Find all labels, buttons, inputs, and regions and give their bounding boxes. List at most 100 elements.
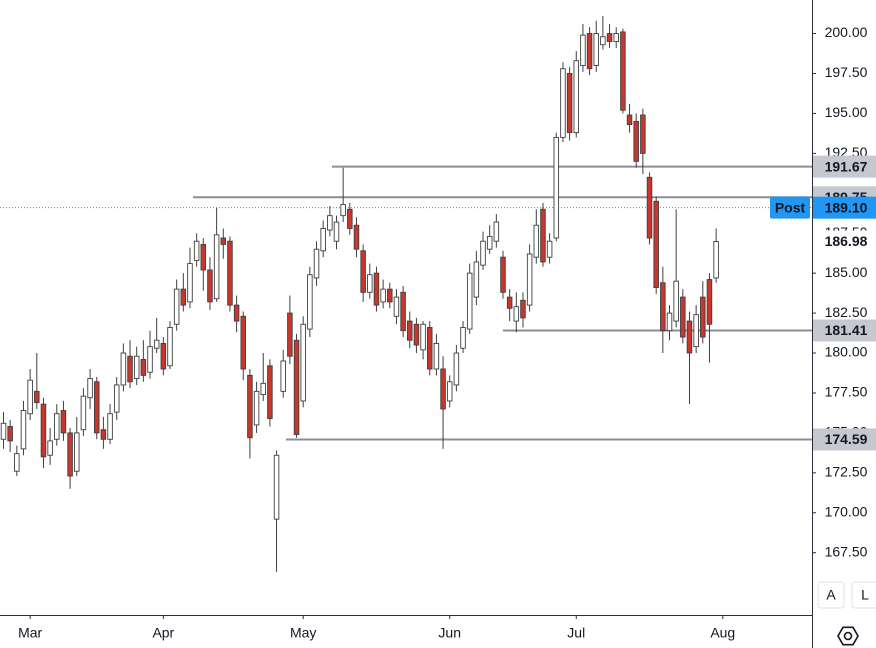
candle-body-down xyxy=(127,355,133,383)
candle-body-down xyxy=(287,312,293,357)
level-badge-label: 174.59 xyxy=(825,431,868,447)
candle-body-down xyxy=(660,282,666,332)
candle-body-up xyxy=(466,272,473,330)
candle-body-up xyxy=(193,240,200,261)
candle-body-down xyxy=(566,73,573,134)
candle-body-down xyxy=(220,237,227,245)
x-tick-label: May xyxy=(290,625,316,641)
candle-body-down xyxy=(100,429,107,440)
candle-body-down xyxy=(34,390,40,403)
candle-body-down xyxy=(413,323,420,346)
y-tick-label: 180.00 xyxy=(825,344,868,360)
last-price-badge xyxy=(813,230,876,253)
y-tick-label: 182.50 xyxy=(825,304,868,320)
candle-body-down xyxy=(140,358,147,376)
candle-body-up xyxy=(47,440,53,456)
scale-button-box xyxy=(851,581,876,609)
candle-body-up xyxy=(133,355,140,380)
candle-body-down xyxy=(360,250,366,293)
candle-body-down xyxy=(93,381,100,434)
y-tick-label: 195.00 xyxy=(825,104,868,120)
candle-body-up xyxy=(340,204,346,217)
level-badge-label: 191.67 xyxy=(825,158,868,174)
candle-body-up xyxy=(260,382,266,396)
candle-body-down xyxy=(626,114,633,126)
candle-body-down xyxy=(500,256,506,293)
candle-body-up xyxy=(553,136,560,239)
candle-body-down xyxy=(67,432,73,477)
level-badge xyxy=(813,428,876,451)
scale-button[interactable]: L xyxy=(851,581,876,609)
candle-body-up xyxy=(593,33,599,66)
candle-body-up xyxy=(460,327,466,349)
candle-body-up xyxy=(273,454,280,520)
candle-body-up xyxy=(327,215,333,231)
scale-button-label: L xyxy=(861,587,869,603)
candle-body-up xyxy=(87,378,93,399)
candle-body-up xyxy=(493,221,500,242)
candle-body-up xyxy=(27,379,33,415)
candle-body-up xyxy=(153,339,160,349)
candle-body-down xyxy=(267,365,273,419)
candle-body-up xyxy=(713,241,719,279)
post-tag-label: Post xyxy=(775,199,806,215)
candle-body-down xyxy=(700,296,706,338)
candle-body-up xyxy=(513,306,520,322)
candle-body-up xyxy=(573,60,580,134)
x-tick-label: Jul xyxy=(567,625,585,641)
candle-body-up xyxy=(253,390,260,426)
candle-body-up xyxy=(120,352,127,386)
candle-body-down xyxy=(606,33,613,42)
candle-body-up xyxy=(600,36,606,46)
y-tick-label: 185.00 xyxy=(825,264,868,280)
candle-body-down xyxy=(440,368,446,410)
candle-body-down xyxy=(247,374,253,439)
candle-body-down xyxy=(233,304,240,322)
candle-body-up xyxy=(20,410,27,450)
candle-body-down xyxy=(506,296,513,309)
last-price-label: 186.98 xyxy=(825,233,868,249)
candle-body-up xyxy=(480,240,486,266)
candle-body-down xyxy=(407,320,413,341)
candle-body-up xyxy=(313,248,320,279)
level-badge xyxy=(813,319,876,342)
y-tick-label: 170.00 xyxy=(825,503,868,519)
candle-body-up xyxy=(213,234,220,300)
x-tick-label: Jun xyxy=(438,625,461,641)
candle-body-down xyxy=(373,272,380,306)
candle-body-up xyxy=(693,314,699,348)
candle-body-up xyxy=(307,274,313,330)
candle-body-up xyxy=(113,384,120,413)
candle-body-up xyxy=(167,327,173,367)
settings-center xyxy=(843,631,853,641)
candle-body-down xyxy=(60,410,67,434)
scale-button-label: A xyxy=(826,587,836,603)
candle-body-down xyxy=(240,315,247,370)
candle-body-up xyxy=(187,263,193,303)
y-tick-label: 200.00 xyxy=(825,24,868,40)
candle-body-up xyxy=(367,274,373,293)
candle-body-up xyxy=(280,360,286,392)
candle-body-up xyxy=(560,68,566,138)
candle-body-up xyxy=(107,413,113,440)
scale-button[interactable]: A xyxy=(817,581,845,609)
settings-icon[interactable] xyxy=(837,626,859,646)
candle-body-down xyxy=(620,31,626,111)
candle-body-up xyxy=(580,34,586,66)
candle-body-up xyxy=(546,240,553,258)
y-tick-label: 167.50 xyxy=(825,543,868,559)
candle-body-up xyxy=(666,312,673,332)
y-tick-label: 172.50 xyxy=(825,464,868,480)
candle-body-down xyxy=(347,208,353,229)
candle-body-up xyxy=(433,342,440,370)
candle-body-up xyxy=(333,221,340,242)
post-price-label: 189.10 xyxy=(825,199,868,215)
scale-button-box xyxy=(817,581,845,609)
candle-body-down xyxy=(680,296,686,338)
candle-body-down xyxy=(653,200,659,288)
candle-body-down xyxy=(400,291,406,332)
candle-body-up xyxy=(673,280,679,322)
candle-body-up xyxy=(446,381,453,402)
candle-body-up xyxy=(14,453,20,472)
level-badge xyxy=(813,155,876,178)
